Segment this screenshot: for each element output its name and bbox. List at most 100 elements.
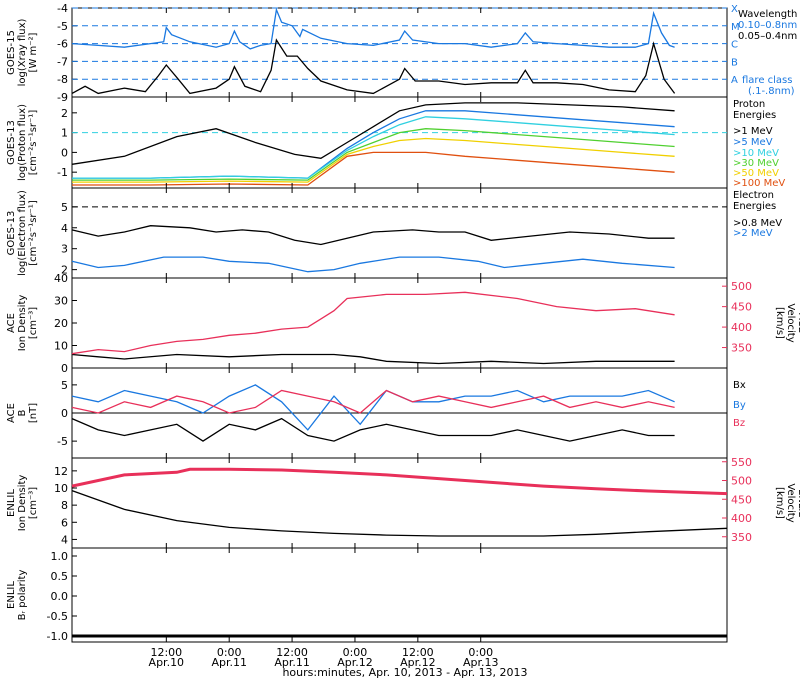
legend-xray: Wavelength 0.10–0.8nm 0.05–0.4nm flare c… <box>738 9 797 97</box>
series-proton-3 <box>72 128 675 181</box>
y-axis-label: GOES-13log(Electron flux)[cm⁻²s⁻¹sr⁻¹] <box>6 190 39 276</box>
series-proton-0 <box>71 102 675 165</box>
y-tick-label: -6 <box>57 38 68 51</box>
y-tick-label: 40 <box>54 272 68 285</box>
y-tick-label: 3 <box>61 243 68 256</box>
y-right-axis-label-line: Velocity <box>785 483 796 522</box>
legend-xray-item-1: 0.10–0.8nm <box>738 20 797 31</box>
y-axis-label-line: GOES-13 <box>6 211 17 256</box>
y-right-axis-label-line: Velocity <box>785 303 796 342</box>
y-axis-label-line: [nT] <box>28 403 39 423</box>
y-tick-label: 30 <box>54 295 68 308</box>
series-enlil_density-1 <box>71 467 728 496</box>
y-tick-label: -5 <box>57 20 68 33</box>
panel-enlil_polarity: 1.0 0.5 0.0 -0.5 -1.0 ENLILBᵣ polarity <box>6 547 728 643</box>
y-right-axis-label-line: [km/s] <box>774 487 785 519</box>
legend-bz: Bz <box>733 418 745 429</box>
flare-class-label: M <box>731 22 740 33</box>
y-axis-label-line: [cm⁻²s⁻¹sr⁻¹] <box>28 110 39 176</box>
x-axis-label: hours:minutes, Apr. 10, 2013 - Apr. 13, … <box>282 666 527 679</box>
legend-electron-item-1: >0.8 MeV <box>733 218 782 229</box>
y-axis-label-line: ACE <box>6 313 17 333</box>
y-right-tick-label: 550 <box>731 456 752 469</box>
y-tick-label: -1.0 <box>47 630 68 643</box>
series-enlil_density-0 <box>71 489 728 537</box>
series-ace_b-1 <box>71 384 675 431</box>
y-right-tick-label: 350 <box>731 342 752 355</box>
y-axis-label-line: Ion Density <box>17 475 28 532</box>
y-tick-label: 10 <box>54 482 68 495</box>
y-axis-label-line: [cm⁻²s⁻¹sr⁻¹] <box>28 200 39 266</box>
y-tick-label: 12 <box>54 465 68 478</box>
y-tick-label: 0 <box>61 146 68 159</box>
x-tick-label-date: Apr.11 <box>274 656 310 669</box>
legend-bx: Bx <box>733 380 746 391</box>
y-tick-label: 5 <box>61 379 68 392</box>
y-tick-label: 20 <box>54 317 68 330</box>
series-electron-1 <box>71 256 675 273</box>
y-tick-label: -9 <box>57 91 68 104</box>
legend-electron-title-1: Electron <box>733 190 774 201</box>
legend-proton-title-2: Energies <box>733 110 776 121</box>
y-axis-label-line: B <box>17 409 28 416</box>
legend-xray-note-1: flare class <box>742 75 792 86</box>
x-tick-label-date: Apr.12 <box>337 656 373 669</box>
legend-proton-item-6: >100 MeV <box>733 178 785 189</box>
legend-proton: Proton Energies >1 MeV >5 MeV >10 MeV >3… <box>733 99 785 189</box>
legend-proton-item-1: >1 MeV <box>733 126 773 137</box>
y-tick-label: 4 <box>61 533 68 546</box>
y-axis-label: ENLILBᵣ polarity <box>6 570 28 621</box>
y-axis-label: GOES-13log(Proton flux)[cm⁻²s⁻¹sr⁻¹] <box>6 104 39 181</box>
y-tick-label: -4 <box>57 2 68 15</box>
panel-ace_b: 5 0 -5 ACEB[nT] <box>6 367 728 459</box>
y-tick-label: -0.5 <box>47 610 68 623</box>
y-axis-label: ACEIon Density[cm⁻³] <box>6 295 39 352</box>
y-axis-label-line: Ion Density <box>17 295 28 352</box>
series-proton-4 <box>72 137 675 183</box>
y-right-tick-label: 350 <box>731 531 752 544</box>
series-proton-2 <box>72 116 675 179</box>
chart-panels: -4 -5 -6 -7 -8 -9 GOES-15log(Xray flux)[W m⁻²]… <box>6 2 800 643</box>
flare-class-label: C <box>731 40 738 51</box>
y-axis-label-line: GOES-15 <box>6 30 17 75</box>
panel-frame <box>71 187 728 279</box>
y-tick-label: 1 <box>61 127 68 140</box>
legend-proton-item-3: >10 MeV <box>733 148 779 159</box>
y-right-axis-label: ENLILVelocity[km/s] <box>774 483 800 522</box>
y-axis-label-line: log(Proton flux) <box>17 104 28 181</box>
legend-xray-note-2: (.1-.8nm) <box>748 86 795 97</box>
legend-proton-item-5: >50 MeV <box>733 168 779 179</box>
y-tick-label: -1 <box>57 166 68 179</box>
y-tick-label: 2 <box>61 264 68 277</box>
y-axis-label-line: ACE <box>6 403 17 423</box>
legend-proton-item-2: >5 MeV <box>733 137 773 148</box>
series-ace_density-1 <box>71 291 675 355</box>
legend-proton-title-1: Proton <box>733 99 765 110</box>
legend-proton-item-4: >30 MeV <box>733 158 779 169</box>
legend-electron-item-2: >2 MeV <box>733 228 773 239</box>
y-axis-label-line: log(Xray flux) <box>17 19 28 87</box>
y-right-tick-label: 450 <box>731 493 752 506</box>
y-tick-label: 10 <box>54 340 68 353</box>
legend-electron-title-2: Energies <box>733 201 776 212</box>
y-tick-label: 6 <box>61 516 68 529</box>
y-tick-label: 4 <box>61 222 68 235</box>
panel-proton: 2 1 0 -1 GOES-13log(Proton flux)[cm⁻²s⁻¹sr⁻¹… <box>6 96 728 189</box>
x-tick-label-date: Apr.12 <box>400 656 436 669</box>
x-tick-label-time: 0:00 <box>217 646 242 659</box>
panel-enlil_density: 1210864550500450400350ENLILVelocity[km/s… <box>6 456 800 549</box>
panel-xray: -4 -5 -6 -7 -8 -9 GOES-15log(Xray flux)[W m⁻²]… <box>6 2 740 104</box>
y-right-axis-label-line: ACE <box>796 313 800 333</box>
x-tick-label-time: 12:00 <box>402 646 434 659</box>
y-axis-label-line: [W m⁻²] <box>28 32 39 72</box>
x-tick-label-time: 0:00 <box>343 646 368 659</box>
y-tick-label: 0 <box>61 407 68 420</box>
legend-xray-item-2: 0.05–0.4nm <box>738 31 797 42</box>
y-tick-label: 5 <box>61 201 68 214</box>
y-axis-label: GOES-15log(Xray flux)[W m⁻²] <box>6 19 39 87</box>
y-tick-label: 0 <box>61 362 68 375</box>
y-axis-label-line: GOES-13 <box>6 120 17 165</box>
legend-xray-title: Wavelength <box>738 9 797 20</box>
series-xray-0 <box>71 7 675 50</box>
y-tick-label: 0.5 <box>51 570 69 583</box>
